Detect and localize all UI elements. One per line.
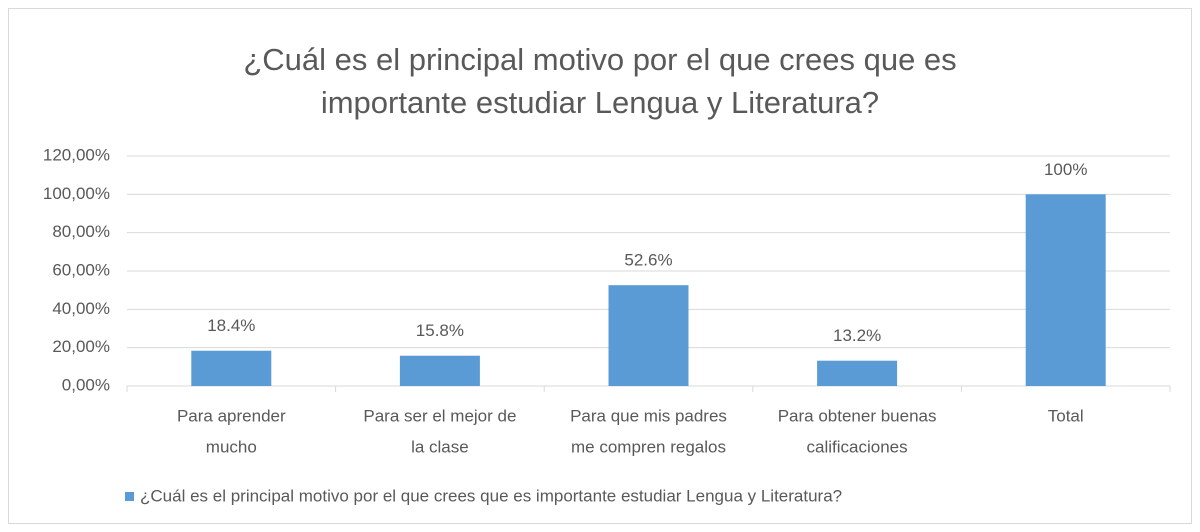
y-tick-label: 80,00% bbox=[52, 222, 110, 241]
x-tick-label: Para ser el mejor de bbox=[363, 406, 516, 425]
bar bbox=[1025, 194, 1106, 386]
y-tick-label: 120,00% bbox=[43, 145, 110, 164]
chart-frame bbox=[8, 8, 1192, 524]
y-tick-label: 20,00% bbox=[52, 337, 110, 356]
x-tick-label: Para obtener buenas bbox=[778, 406, 937, 425]
x-tick-label: Para aprender bbox=[177, 406, 286, 425]
y-tick-label: 40,00% bbox=[52, 299, 110, 318]
bar bbox=[608, 285, 689, 386]
data-label: 13.2% bbox=[833, 326, 881, 345]
bar bbox=[399, 355, 480, 386]
bar bbox=[191, 350, 272, 386]
x-tick-label: la clase bbox=[411, 437, 469, 456]
legend-swatch bbox=[125, 492, 134, 501]
legend-label: ¿Cuál es el principal motivo por el que … bbox=[140, 486, 842, 505]
data-label: 52.6% bbox=[624, 251, 672, 270]
x-tick-label: mucho bbox=[206, 437, 257, 456]
y-tick-label: 0,00% bbox=[62, 375, 110, 394]
data-label: 100% bbox=[1044, 160, 1087, 179]
bar bbox=[817, 360, 898, 386]
x-tick-label: Total bbox=[1048, 406, 1084, 425]
chart-title: importante estudiar Lengua y Literatura? bbox=[321, 85, 879, 120]
data-label: 18.4% bbox=[207, 316, 255, 335]
x-tick-label: Para que mis padres bbox=[570, 406, 727, 425]
x-tick-label: me compren regalos bbox=[571, 437, 726, 456]
x-tick-label: calificaciones bbox=[807, 437, 908, 456]
y-tick-label: 100,00% bbox=[43, 184, 110, 203]
chart-title: ¿Cuál es el principal motivo por el que … bbox=[243, 42, 956, 77]
y-tick-label: 60,00% bbox=[52, 260, 110, 279]
data-label: 15.8% bbox=[416, 321, 464, 340]
